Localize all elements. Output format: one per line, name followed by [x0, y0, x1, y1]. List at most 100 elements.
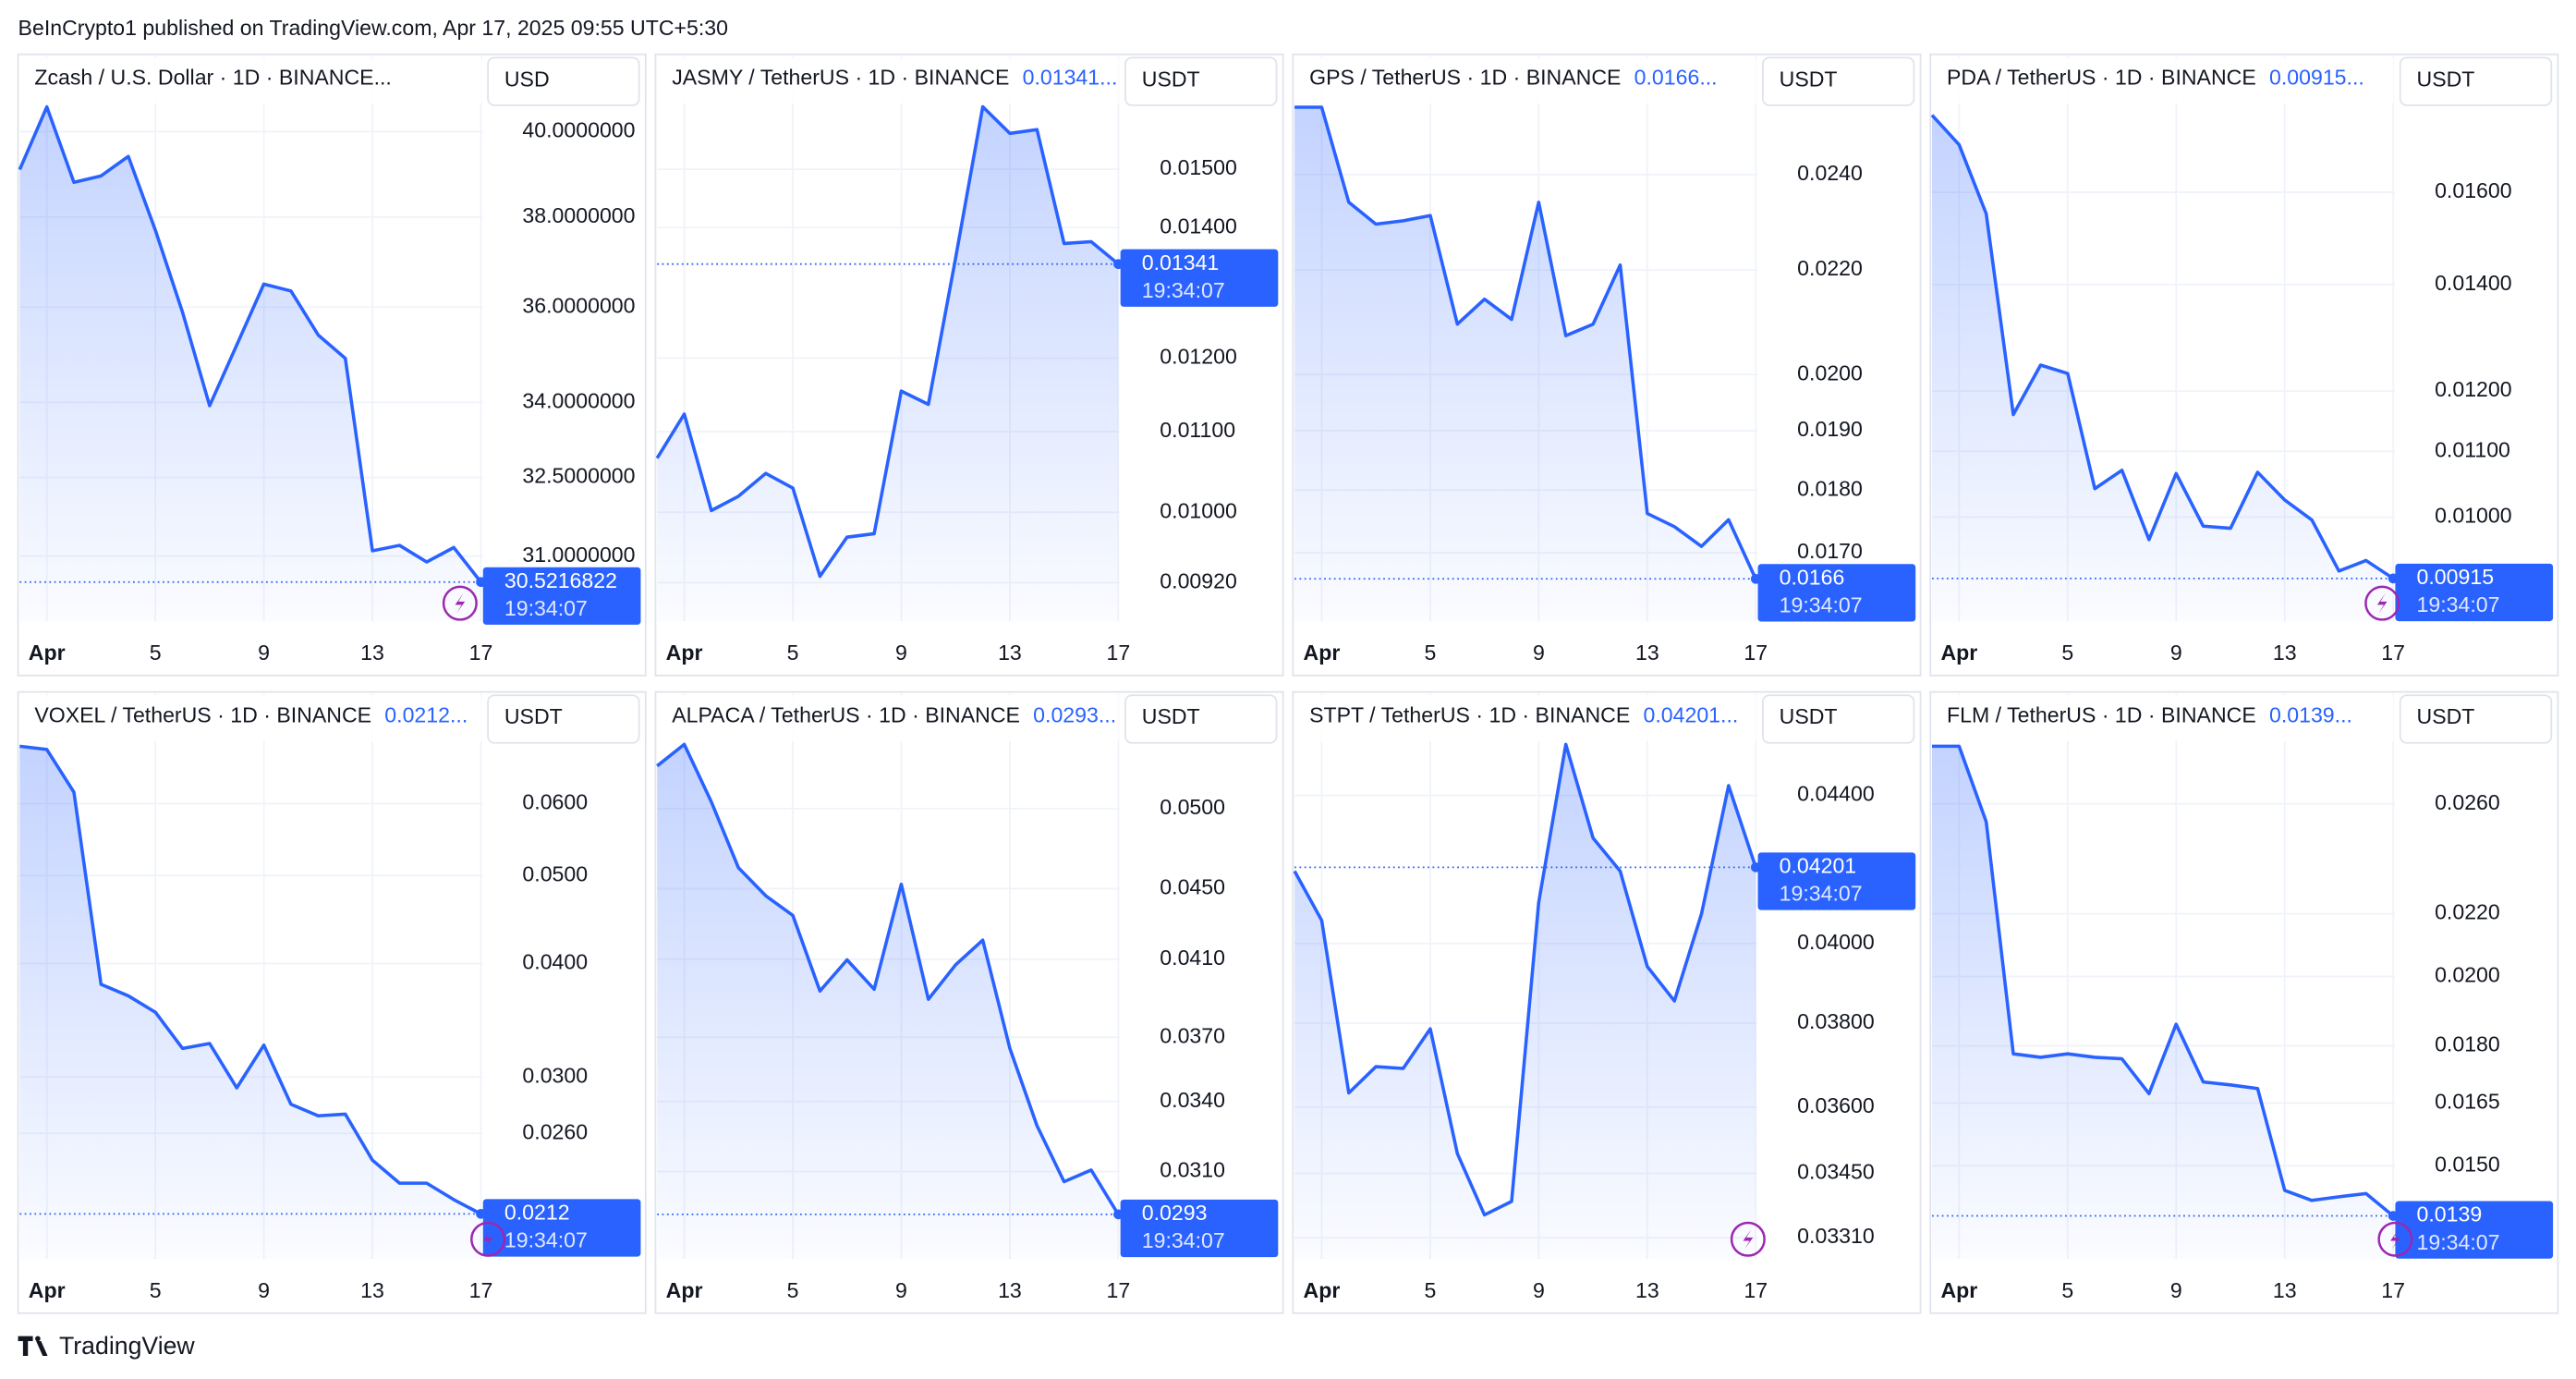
- area: [19, 106, 481, 622]
- y-tick-label: 0.0190: [1797, 417, 1863, 441]
- price-line: [655, 104, 1120, 579]
- chart-panel: Apr 5 9 13 17 0.01500 0.01400 0.01200 0.01100 0.0…: [654, 53, 1284, 677]
- footer-brand: TradingView: [59, 1332, 195, 1360]
- symbol-title: PDA / TetherUS · 1D · BINANCE: [1947, 66, 2256, 90]
- chart-title: JASMY / TetherUS · 1D · BINANCE 0.01341..…: [672, 66, 1117, 90]
- x-tick-label: Apr: [666, 641, 703, 665]
- x-tick-label: 9: [2170, 1278, 2182, 1302]
- currency-button: [2399, 56, 2553, 106]
- y-tick-label: 0.03800: [1797, 1009, 1875, 1033]
- title-bg: [659, 695, 1119, 742]
- x-tick-label: 17: [1107, 1278, 1131, 1302]
- x-tick-label: 5: [150, 1278, 162, 1302]
- x-tick-label: 13: [998, 1278, 1022, 1302]
- title-price: 0.0139...: [2269, 702, 2352, 726]
- y-tick-label: 0.0260: [2435, 790, 2500, 814]
- y-tick-label: 0.0200: [1797, 360, 1863, 384]
- price-line: [1930, 114, 2395, 580]
- publish-header: BeInCrypto1 published on TradingView.com…: [18, 16, 728, 40]
- price-line: [18, 104, 482, 583]
- y-tick-label: 0.0600: [522, 790, 588, 814]
- currency-button: [2399, 694, 2553, 744]
- x-tick-label: 9: [2170, 641, 2182, 665]
- symbol-title: JASMY / TetherUS · 1D · BINANCE: [672, 66, 1009, 90]
- chart-title: GPS / TetherUS · 1D · BINANCE 0.0166...: [1309, 66, 1718, 90]
- countdown-label: 19:34:07: [1142, 1228, 1225, 1252]
- y-tick-label: 0.0200: [2435, 963, 2500, 987]
- currency-button: [487, 694, 640, 744]
- y-tick-label: 0.0240: [1797, 161, 1863, 185]
- last-price-label: 0.0293: [1142, 1201, 1208, 1225]
- price-line: [1293, 742, 1757, 1217]
- y-tick-label: 0.01200: [1160, 344, 1237, 368]
- y-tick-label: 0.0220: [1797, 256, 1863, 280]
- currency-label: USDT: [504, 704, 563, 728]
- chart-panel: Apr 5 9 13 17 0.0260 0.0220 0.0200 0.0180 0.0165 0…: [1929, 690, 2559, 1314]
- y-tick-label: 0.01400: [2435, 271, 2512, 295]
- y-tick-label: 0.0180: [2435, 1032, 2500, 1056]
- chart-title: VOXEL / TetherUS · 1D · BINANCE 0.0212...: [34, 702, 468, 726]
- title-bg: [1295, 695, 1756, 742]
- chart-title: STPT / TetherUS · 1D · BINANCE 0.04201...: [1309, 702, 1738, 726]
- x-tick-label: 9: [895, 641, 907, 665]
- symbol-title: FLM / TetherUS · 1D · BINANCE: [1947, 702, 2256, 726]
- currency-label: USDT: [1780, 704, 1838, 728]
- y-tick-label: 36.0000000: [522, 293, 635, 317]
- currency-button: [1124, 694, 1278, 744]
- x-tick-label: 13: [2273, 641, 2297, 665]
- x-tick-label: 17: [1744, 641, 1768, 665]
- price-line: [1932, 744, 2395, 1217]
- title-price: 0.01341...: [1023, 66, 1118, 90]
- title-price: 0.04201...: [1644, 702, 1739, 726]
- title-bg: [21, 57, 481, 104]
- chart-title: FLM / TetherUS · 1D · BINANCE 0.0139...: [1947, 702, 2352, 726]
- x-tick-label: 17: [2381, 641, 2405, 665]
- y-tick-label: 0.0310: [1160, 1158, 1225, 1182]
- y-tick-label: 0.01000: [1160, 498, 1237, 522]
- area: [1294, 107, 1756, 622]
- last-price-label: 0.0212: [504, 1200, 570, 1224]
- currency-label: USDT: [1142, 704, 1200, 728]
- title-price: 0.0293...: [1033, 702, 1116, 726]
- y-tick-label: 0.01400: [1160, 214, 1237, 238]
- x-tick-label: 13: [360, 641, 384, 665]
- countdown-label: 19:34:07: [1142, 278, 1225, 302]
- currency-label: USDT: [1142, 67, 1200, 91]
- y-tick-label: 0.0180: [1797, 476, 1863, 500]
- x-tick-label: 17: [1744, 1278, 1768, 1302]
- y-tick-label: 0.0500: [1160, 795, 1225, 819]
- chart-panel: Apr 5 9 13 17 0.0240 0.0220 0.0200 0.0190 0.0180 0…: [1292, 53, 1922, 677]
- y-tick-label: 0.0165: [2435, 1090, 2500, 1114]
- symbol-title: STPT / TetherUS · 1D · BINANCE: [1309, 702, 1630, 726]
- x-tick-label: 13: [998, 641, 1022, 665]
- x-tick-label: 5: [787, 641, 799, 665]
- y-tick-label: 0.04000: [1797, 930, 1875, 954]
- x-tick-label: 9: [1533, 1278, 1545, 1302]
- y-tick-label: 0.0170: [1797, 539, 1863, 563]
- currency-button: [487, 56, 640, 106]
- title-price: 0.00915...: [2269, 66, 2364, 90]
- last-price-label: 0.0139: [2417, 1202, 2483, 1226]
- last-price-label: 30.5216822: [504, 568, 617, 592]
- y-tick-label: 0.0340: [1160, 1088, 1225, 1112]
- x-tick-label: Apr: [1304, 641, 1341, 665]
- lightning-icons: [442, 585, 2413, 1257]
- currency-label: USDT: [2417, 704, 2475, 728]
- x-tick-label: 5: [787, 1278, 799, 1302]
- price-box: [1757, 564, 1916, 622]
- price-box: [2395, 563, 2554, 622]
- title-bg: [1933, 57, 2394, 104]
- currency-label: USDT: [1780, 67, 1838, 91]
- last-price-label: 0.01341: [1142, 250, 1220, 275]
- price-line: [656, 742, 1120, 1215]
- title-bg: [659, 57, 1119, 104]
- y-tick-label: 0.01100: [1160, 418, 1235, 442]
- x-tick-label: 9: [258, 1278, 270, 1302]
- title-price: 0.0166...: [1634, 66, 1718, 90]
- title-bg: [1295, 57, 1756, 104]
- area: [1294, 744, 1756, 1260]
- countdown-label: 19:34:07: [504, 596, 588, 620]
- area: [657, 106, 1119, 622]
- symbol-title: VOXEL / TetherUS · 1D · BINANCE: [34, 702, 371, 726]
